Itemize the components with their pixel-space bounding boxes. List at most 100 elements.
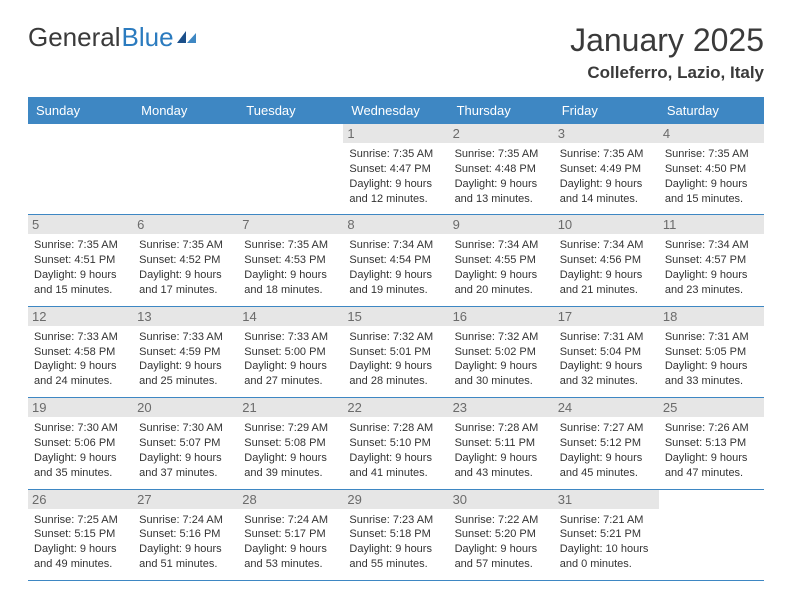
day-cell: 24Sunrise: 7:27 AMSunset: 5:12 PMDayligh… <box>554 398 659 488</box>
day-number: 6 <box>133 215 238 234</box>
day-number: 31 <box>554 490 659 509</box>
day-header-cell: Sunday <box>28 97 133 124</box>
empty-cell <box>133 124 238 214</box>
day-info: Sunrise: 7:28 AMSunset: 5:10 PMDaylight:… <box>349 421 442 480</box>
day-info: Sunrise: 7:29 AMSunset: 5:08 PMDaylight:… <box>244 421 337 480</box>
day-info: Sunrise: 7:25 AMSunset: 5:15 PMDaylight:… <box>34 513 127 572</box>
day-info: Sunrise: 7:33 AMSunset: 4:59 PMDaylight:… <box>139 330 232 389</box>
page-title: January 2025 <box>570 22 764 59</box>
day-number: 4 <box>659 124 764 143</box>
day-cell: 18 Sunrise: 7:31 AMSunset: 5:05 PMDayligh… <box>659 307 764 397</box>
day-info: Sunrise: 7:34 AMSunset: 4:56 PMDaylight:… <box>560 238 653 297</box>
day-info: Sunrise: 7:35 AMSunset: 4:49 PMDaylight:… <box>560 147 653 206</box>
day-cell: 8Sunrise: 7:34 AMSunset: 4:54 PMDaylight… <box>343 215 448 305</box>
day-info: Sunrise: 7:35 AMSunset: 4:50 PMDaylight:… <box>665 147 758 206</box>
day-cell: 10 Sunrise: 7:34 AMSunset: 4:56 PMDayligh… <box>554 215 659 305</box>
day-header-cell: Monday <box>133 97 238 124</box>
day-cell: 19 Sunrise: 7:30 AMSunset: 5:06 PMDayligh… <box>28 398 133 488</box>
day-info: Sunrise: 7:35 AMSunset: 4:53 PMDaylight:… <box>244 238 337 297</box>
week-row: 26 Sunrise: 7:25 AMSunset: 5:15 PMDayligh… <box>28 490 764 581</box>
day-cell: 7 Sunrise: 7:35 AMSunset: 4:53 PMDaylight… <box>238 215 343 305</box>
title-block: January 2025 Colleferro, Lazio, Italy <box>570 22 764 83</box>
logo-text-blue: Blue <box>122 22 174 53</box>
day-number: 25 <box>659 398 764 417</box>
day-info: Sunrise: 7:34 AMSunset: 4:57 PMDaylight:… <box>665 238 758 297</box>
day-cell: 13 Sunrise: 7:33 AMSunset: 4:59 PMDayligh… <box>133 307 238 397</box>
day-info: Sunrise: 7:33 AMSunset: 5:00 PMDaylight:… <box>244 330 337 389</box>
day-info: Sunrise: 7:31 AMSunset: 5:04 PMDaylight:… <box>560 330 653 389</box>
day-cell: 16Sunrise: 7:32 AMSunset: 5:02 PMDayligh… <box>449 307 554 397</box>
week-row: 1 Sunrise: 7:35 AMSunset: 4:47 PMDaylight… <box>28 124 764 215</box>
empty-cell <box>238 124 343 214</box>
day-number: 13 <box>133 307 238 326</box>
empty-cell <box>28 124 133 214</box>
day-cell: 14 Sunrise: 7:33 AMSunset: 5:00 PMDayligh… <box>238 307 343 397</box>
day-header-cell: Wednesday <box>343 97 448 124</box>
day-number: 10 <box>554 215 659 234</box>
day-cell: 2Sunrise: 7:35 AMSunset: 4:48 PMDaylight… <box>449 124 554 214</box>
day-number: 1 <box>343 124 448 143</box>
day-number: 16 <box>449 307 554 326</box>
day-cell: 26 Sunrise: 7:25 AMSunset: 5:15 PMDayligh… <box>28 490 133 580</box>
calendar: SundayMondayTuesdayWednesdayThursdayFrid… <box>0 93 792 581</box>
day-number: 23 <box>449 398 554 417</box>
day-info: Sunrise: 7:21 AMSunset: 5:21 PMDaylight:… <box>560 513 653 572</box>
day-number: 21 <box>238 398 343 417</box>
day-cell: 12 Sunrise: 7:33 AMSunset: 4:58 PMDayligh… <box>28 307 133 397</box>
day-number: 30 <box>449 490 554 509</box>
day-info: Sunrise: 7:24 AMSunset: 5:16 PMDaylight:… <box>139 513 232 572</box>
day-cell: 15Sunrise: 7:32 AMSunset: 5:01 PMDayligh… <box>343 307 448 397</box>
day-cell: 25 Sunrise: 7:26 AMSunset: 5:13 PMDayligh… <box>659 398 764 488</box>
day-cell: 6 Sunrise: 7:35 AMSunset: 4:52 PMDaylight… <box>133 215 238 305</box>
day-cell: 23 Sunrise: 7:28 AMSunset: 5:11 PMDayligh… <box>449 398 554 488</box>
day-number: 22 <box>343 398 448 417</box>
day-info: Sunrise: 7:27 AMSunset: 5:12 PMDaylight:… <box>560 421 653 480</box>
day-number: 9 <box>449 215 554 234</box>
day-info: Sunrise: 7:33 AMSunset: 4:58 PMDaylight:… <box>34 330 127 389</box>
logo-text-general: General <box>28 22 121 53</box>
day-number: 18 <box>659 307 764 326</box>
empty-cell <box>659 490 764 580</box>
logo-flag-icon <box>176 29 198 47</box>
day-info: Sunrise: 7:35 AMSunset: 4:47 PMDaylight:… <box>349 147 442 206</box>
day-cell: 21 Sunrise: 7:29 AMSunset: 5:08 PMDayligh… <box>238 398 343 488</box>
day-info: Sunrise: 7:26 AMSunset: 5:13 PMDaylight:… <box>665 421 758 480</box>
day-cell: 17Sunrise: 7:31 AMSunset: 5:04 PMDayligh… <box>554 307 659 397</box>
day-info: Sunrise: 7:30 AMSunset: 5:06 PMDaylight:… <box>34 421 127 480</box>
day-info: Sunrise: 7:35 AMSunset: 4:48 PMDaylight:… <box>455 147 548 206</box>
day-cell: 20 Sunrise: 7:30 AMSunset: 5:07 PMDayligh… <box>133 398 238 488</box>
day-info: Sunrise: 7:32 AMSunset: 5:01 PMDaylight:… <box>349 330 442 389</box>
day-cell: 5Sunrise: 7:35 AMSunset: 4:51 PMDaylight… <box>28 215 133 305</box>
day-cell: 4 Sunrise: 7:35 AMSunset: 4:50 PMDaylight… <box>659 124 764 214</box>
day-cell: 31 Sunrise: 7:21 AMSunset: 5:21 PMDayligh… <box>554 490 659 580</box>
day-info: Sunrise: 7:31 AMSunset: 5:05 PMDaylight:… <box>665 330 758 389</box>
day-number: 12 <box>28 307 133 326</box>
day-cell: 28Sunrise: 7:24 AMSunset: 5:17 PMDayligh… <box>238 490 343 580</box>
day-info: Sunrise: 7:30 AMSunset: 5:07 PMDaylight:… <box>139 421 232 480</box>
day-info: Sunrise: 7:28 AMSunset: 5:11 PMDaylight:… <box>455 421 548 480</box>
day-number: 3 <box>554 124 659 143</box>
week-row: 12 Sunrise: 7:33 AMSunset: 4:58 PMDayligh… <box>28 307 764 398</box>
week-row: 19 Sunrise: 7:30 AMSunset: 5:06 PMDayligh… <box>28 398 764 489</box>
day-info: Sunrise: 7:22 AMSunset: 5:20 PMDaylight:… <box>455 513 548 572</box>
day-number: 29 <box>343 490 448 509</box>
day-info: Sunrise: 7:35 AMSunset: 4:52 PMDaylight:… <box>139 238 232 297</box>
day-number: 19 <box>28 398 133 417</box>
day-info: Sunrise: 7:34 AMSunset: 4:55 PMDaylight:… <box>455 238 548 297</box>
logo: GeneralBlue <box>28 22 198 53</box>
day-cell: 3 Sunrise: 7:35 AMSunset: 4:49 PMDaylight… <box>554 124 659 214</box>
day-cell: 27 Sunrise: 7:24 AMSunset: 5:16 PMDayligh… <box>133 490 238 580</box>
day-header-cell: Friday <box>554 97 659 124</box>
day-number: 26 <box>28 490 133 509</box>
day-number: 27 <box>133 490 238 509</box>
header: GeneralBlue January 2025 Colleferro, Laz… <box>0 0 792 93</box>
day-number: 7 <box>238 215 343 234</box>
day-header-row: SundayMondayTuesdayWednesdayThursdayFrid… <box>28 97 764 124</box>
day-number: 20 <box>133 398 238 417</box>
day-cell: 1 Sunrise: 7:35 AMSunset: 4:47 PMDaylight… <box>343 124 448 214</box>
day-number: 5 <box>28 215 133 234</box>
day-number: 14 <box>238 307 343 326</box>
location: Colleferro, Lazio, Italy <box>570 63 764 83</box>
day-cell: 11Sunrise: 7:34 AMSunset: 4:57 PMDayligh… <box>659 215 764 305</box>
day-cell: 22 Sunrise: 7:28 AMSunset: 5:10 PMDayligh… <box>343 398 448 488</box>
